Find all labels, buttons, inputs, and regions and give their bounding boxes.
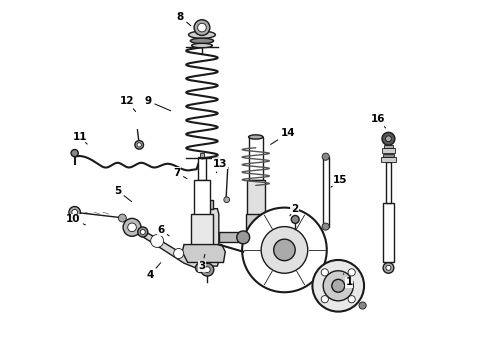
Text: 3: 3	[198, 255, 206, 271]
Bar	[384, 145, 393, 148]
Text: 10: 10	[66, 215, 85, 225]
Circle shape	[321, 296, 328, 303]
Circle shape	[194, 20, 210, 36]
Circle shape	[359, 302, 366, 309]
Bar	[198, 157, 205, 180]
Text: 7: 7	[173, 168, 187, 179]
Text: 8: 8	[177, 12, 191, 26]
Circle shape	[197, 23, 206, 32]
Polygon shape	[196, 209, 219, 266]
Polygon shape	[128, 225, 202, 269]
Circle shape	[322, 153, 329, 160]
Circle shape	[261, 226, 308, 273]
Circle shape	[348, 269, 355, 276]
Text: 13: 13	[213, 159, 227, 173]
Circle shape	[332, 279, 344, 292]
Circle shape	[274, 239, 295, 261]
Ellipse shape	[192, 43, 212, 48]
Text: 5: 5	[114, 186, 132, 202]
Circle shape	[137, 143, 141, 147]
Text: 6: 6	[157, 225, 169, 236]
Polygon shape	[182, 244, 225, 262]
Text: 2: 2	[290, 204, 298, 216]
Bar	[383, 154, 394, 157]
Circle shape	[72, 210, 77, 215]
Bar	[386, 162, 392, 203]
Circle shape	[151, 234, 164, 247]
Circle shape	[201, 263, 214, 276]
Bar	[323, 157, 329, 226]
Circle shape	[237, 231, 250, 244]
Circle shape	[119, 214, 126, 222]
Bar	[383, 203, 394, 262]
Bar	[200, 153, 204, 157]
Polygon shape	[202, 200, 213, 209]
Circle shape	[123, 219, 141, 236]
Bar	[194, 180, 210, 216]
Circle shape	[69, 207, 80, 218]
Text: 14: 14	[270, 129, 295, 144]
Bar	[247, 180, 265, 216]
Ellipse shape	[190, 38, 214, 44]
Text: 1: 1	[343, 274, 353, 287]
Circle shape	[196, 263, 205, 273]
Circle shape	[386, 265, 391, 270]
Circle shape	[173, 248, 184, 258]
Text: 9: 9	[145, 96, 171, 111]
Circle shape	[323, 271, 353, 301]
Circle shape	[348, 296, 355, 303]
Bar	[382, 148, 395, 153]
Circle shape	[313, 260, 364, 312]
Text: 11: 11	[73, 132, 87, 144]
Circle shape	[204, 267, 210, 273]
Text: 12: 12	[120, 96, 136, 112]
Bar	[191, 214, 213, 244]
Bar	[245, 214, 266, 234]
Bar	[248, 137, 263, 180]
Circle shape	[322, 223, 329, 230]
Circle shape	[242, 208, 327, 292]
Text: 16: 16	[370, 114, 386, 128]
Text: 15: 15	[331, 175, 347, 187]
Circle shape	[71, 149, 78, 157]
Circle shape	[138, 227, 148, 237]
Ellipse shape	[248, 135, 263, 139]
Circle shape	[128, 223, 136, 231]
Circle shape	[383, 262, 394, 273]
Circle shape	[321, 269, 328, 276]
Circle shape	[386, 136, 392, 141]
Circle shape	[135, 140, 144, 149]
Circle shape	[382, 132, 395, 145]
Bar	[381, 157, 395, 162]
Circle shape	[224, 197, 230, 203]
Circle shape	[291, 216, 299, 224]
Circle shape	[140, 229, 146, 234]
Text: 4: 4	[147, 263, 161, 280]
Ellipse shape	[189, 31, 216, 39]
Bar	[219, 232, 242, 242]
